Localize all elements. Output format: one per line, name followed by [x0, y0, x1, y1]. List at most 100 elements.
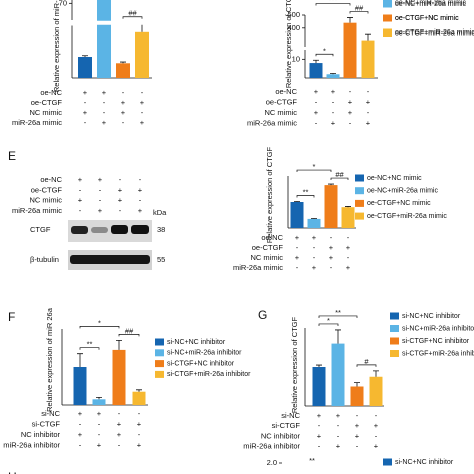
bar	[326, 74, 340, 78]
legend-swatch	[383, 0, 392, 8]
condition-label: si-NC	[41, 409, 60, 418]
y-axis-label: Relative expression of CTGF	[284, 0, 293, 88]
condition-mark: -	[79, 419, 82, 428]
legend-swatch	[355, 187, 364, 195]
significance-bracket	[356, 364, 377, 367]
condition-label: NC mimic	[265, 108, 298, 117]
condition-label: NC mimic	[251, 253, 284, 262]
condition-label: oe-CTGF	[31, 98, 63, 107]
legend-label: si-NC+miR-26a inhibitor	[402, 325, 474, 332]
condition-mark: +	[346, 243, 351, 252]
legend-swatch	[155, 338, 164, 346]
blot-condition-mark: -	[99, 185, 102, 194]
bar	[116, 63, 130, 78]
condition-label: oe-NC	[275, 87, 297, 96]
panel-letter: H	[8, 470, 17, 474]
blot-condition-mark: -	[139, 175, 142, 184]
error-bar	[136, 389, 142, 392]
condition-mark: -	[138, 430, 141, 439]
condition-mark: -	[141, 88, 144, 97]
significance: ##	[128, 9, 137, 18]
significance-bracket	[79, 347, 100, 350]
error-bar	[347, 17, 353, 23]
condition-mark: -	[367, 108, 370, 117]
error-bar	[294, 201, 300, 202]
bar	[361, 40, 375, 78]
blot-condition-label: NC mimic	[30, 196, 63, 205]
bar	[78, 57, 92, 78]
condition-mark: -	[318, 442, 321, 451]
error-bar	[96, 397, 102, 400]
blot-band	[131, 225, 149, 234]
bar	[324, 185, 338, 228]
significance: **	[303, 187, 309, 196]
significance: **	[309, 456, 315, 465]
significance: ##	[355, 4, 364, 13]
legend-label: si-CTGF+miR-26a inhibitor	[167, 371, 251, 378]
condition-mark: -	[122, 118, 125, 127]
significance: ##	[125, 326, 134, 335]
blot-row-label: CTGF	[30, 225, 51, 234]
legend-label: si-NC+NC inhibitor	[167, 339, 226, 346]
blot-unit: kDa	[153, 208, 167, 217]
condition-mark: -	[103, 98, 106, 107]
bar	[290, 202, 304, 228]
panel-letter: F	[8, 310, 15, 324]
condition-mark: -	[375, 411, 378, 420]
condition-mark: -	[313, 253, 316, 262]
blot-band	[91, 227, 108, 233]
condition-mark: +	[355, 431, 360, 440]
legend-label: oe-NC+NC mimic	[367, 175, 422, 182]
condition-mark: +	[314, 87, 319, 96]
condition-mark: +	[312, 233, 317, 242]
condition-label: oe-NC	[40, 88, 62, 97]
condition-mark: -	[315, 118, 318, 127]
error-bar	[335, 329, 341, 344]
condition-mark: +	[97, 440, 102, 449]
condition-mark: +	[97, 409, 102, 418]
condition-mark: -	[98, 430, 101, 439]
significance-bracket	[349, 11, 369, 14]
blot-band	[111, 225, 128, 234]
condition-label: oe-CTGF	[266, 97, 298, 106]
condition-mark: +	[117, 419, 122, 428]
significance-bracket	[296, 195, 315, 198]
condition-mark: -	[349, 118, 352, 127]
condition-mark: +	[346, 263, 351, 272]
legend-swatch	[355, 212, 364, 220]
blot-condition-mark: +	[138, 206, 143, 215]
significance: ***	[329, 0, 338, 5]
condition-mark: -	[375, 431, 378, 440]
significance: *	[327, 316, 330, 325]
panel-letter: G	[258, 308, 267, 322]
error-bar	[365, 33, 371, 41]
condition-mark: +	[366, 97, 371, 106]
bar	[135, 31, 149, 78]
condition-mark: -	[141, 108, 144, 117]
condition-mark: +	[355, 421, 360, 430]
legend-label: oe-NC+miR-26a mimic	[395, 1, 466, 8]
legend-swatch	[383, 14, 392, 22]
significance-bracket	[122, 16, 143, 19]
bar	[97, 0, 111, 78]
significance-bracket	[118, 334, 140, 337]
significance-bracket	[318, 315, 358, 318]
condition-mark: +	[78, 409, 83, 418]
significance: *	[313, 162, 316, 171]
condition-mark: +	[102, 88, 107, 97]
significance: #	[364, 357, 369, 366]
error-bar	[354, 382, 360, 387]
condition-mark: +	[317, 411, 322, 420]
condition-mark: -	[315, 97, 318, 106]
condition-mark: +	[336, 442, 341, 451]
error-bar	[311, 217, 317, 219]
condition-mark: -	[296, 263, 299, 272]
y-axis-label: Relative expression of CTGF	[290, 316, 299, 413]
condition-label: NC inhibitor	[261, 431, 301, 440]
condition-mark: -	[118, 440, 121, 449]
y-axis-label: Relative expression of miR-26a	[52, 0, 61, 92]
legend-label: si-CTGF+miR-26a inhibitor	[402, 350, 474, 357]
bar	[312, 367, 326, 406]
condition-mark: +	[121, 98, 126, 107]
